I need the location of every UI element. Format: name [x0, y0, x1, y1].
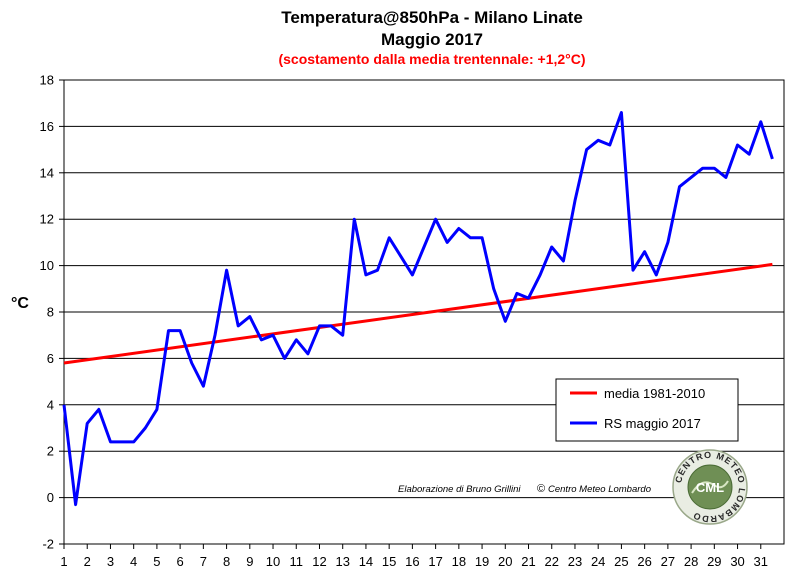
- logo-region-shape: [691, 480, 729, 494]
- x-tick-label: 9: [246, 554, 253, 569]
- y-tick-label: 12: [40, 212, 54, 227]
- y-tick-label: 8: [47, 305, 54, 320]
- x-tick-label: 21: [521, 554, 535, 569]
- x-tick-label: 13: [335, 554, 349, 569]
- x-tick-label: 31: [754, 554, 768, 569]
- x-tick-label: 19: [475, 554, 489, 569]
- chart-title-line2: Maggio 2017: [381, 30, 483, 49]
- legend-box: [555, 378, 739, 442]
- legend: media 1981-2010 RS maggio 2017: [555, 378, 739, 442]
- y-tick-label: 6: [47, 351, 54, 366]
- x-tick-label: 18: [452, 554, 466, 569]
- x-tick-label: 24: [591, 554, 605, 569]
- y-tick-label: 16: [40, 119, 54, 134]
- chart-subtitle: (scostamento dalla media trentennale: +1…: [278, 51, 585, 67]
- x-tick-label: 16: [405, 554, 419, 569]
- y-tick-label: 18: [40, 73, 54, 88]
- logo-center: [687, 464, 733, 510]
- y-tick-label: 0: [47, 490, 54, 505]
- credit-line: Elaborazione di Bruno Grillini © Centro …: [398, 483, 651, 495]
- series-layer: [62, 111, 774, 507]
- legend-label-rs: RS maggio 2017: [604, 416, 701, 431]
- x-tick-label: 3: [107, 554, 114, 569]
- x-tick-label: 28: [684, 554, 698, 569]
- y-tick-label: 2: [47, 444, 54, 459]
- x-tick-label: 11: [290, 554, 304, 569]
- y-tick-label: 10: [40, 258, 54, 273]
- y-tick-label: -2: [42, 537, 54, 552]
- x-tick-label: 15: [382, 554, 396, 569]
- cml-logo: CML CENTRO METEO LOMBARDO: [672, 449, 748, 525]
- y-tick-label: 4: [47, 397, 54, 412]
- y-axis-label: °C: [11, 295, 29, 312]
- x-axis-ticks: 1 2 3 4 5 6 7 8 9 10 11 12 13 14 15 16 17 18 19 20 21 22 23 24 2…: [60, 544, 768, 569]
- x-tick-label: 23: [568, 554, 582, 569]
- copyright-icon: ©: [537, 483, 545, 495]
- series-rs-line: [62, 111, 774, 507]
- x-tick-label: 7: [200, 554, 207, 569]
- credit-author: Elaborazione di Bruno Grillini: [398, 484, 521, 495]
- logo-acronym: CML: [696, 480, 724, 495]
- x-tick-label: 5: [153, 554, 160, 569]
- series-media-line: [63, 262, 773, 365]
- x-tick-label: 22: [545, 554, 559, 569]
- x-tick-label: 10: [266, 554, 280, 569]
- legend-label-media: media 1981-2010: [604, 386, 705, 401]
- x-tick-label: 12: [312, 554, 326, 569]
- x-tick-label: 30: [730, 554, 744, 569]
- x-tick-label: 4: [130, 554, 137, 569]
- x-tick-label: 2: [84, 554, 91, 569]
- x-tick-label: 20: [498, 554, 512, 569]
- x-tick-label: 1: [60, 554, 67, 569]
- x-tick-label: 8: [223, 554, 230, 569]
- x-tick-label: 29: [707, 554, 721, 569]
- x-tick-label: 6: [177, 554, 184, 569]
- x-tick-label: 27: [661, 554, 675, 569]
- credit-org: Centro Meteo Lombardo: [548, 484, 651, 495]
- chart-title: Temperatura@850hPa - Milano Linate: [281, 8, 583, 27]
- y-tick-label: 14: [40, 165, 54, 180]
- x-tick-label: 26: [637, 554, 651, 569]
- x-tick-label: 25: [614, 554, 628, 569]
- x-tick-label: 14: [359, 554, 373, 569]
- x-tick-label: 17: [428, 554, 442, 569]
- y-axis-ticks: -2 0 2 4 6 8 10 12 14 16 18: [40, 73, 64, 552]
